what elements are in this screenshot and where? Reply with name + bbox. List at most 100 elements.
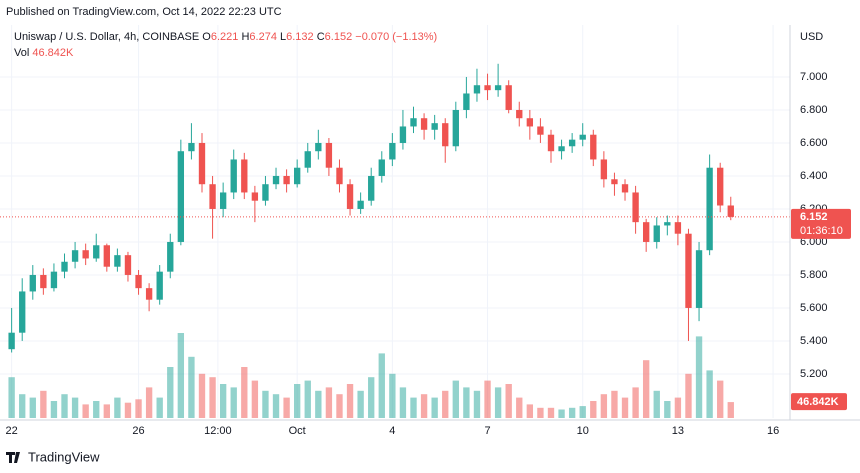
high-label: H bbox=[241, 31, 249, 43]
price-label: 6.152 bbox=[800, 211, 828, 223]
volume-bar bbox=[664, 401, 671, 418]
volume-bar bbox=[156, 397, 163, 418]
candle-body bbox=[8, 332, 15, 350]
symbol: Uniswap / U.S. Dollar, 4h, COINBASE bbox=[14, 31, 199, 43]
candle-body bbox=[336, 167, 343, 185]
candle-body bbox=[368, 175, 375, 201]
candle-body bbox=[61, 261, 68, 272]
y-tick-label: 7.000 bbox=[800, 71, 828, 83]
x-tick-label: 12:00 bbox=[204, 425, 232, 437]
candle-body bbox=[219, 192, 227, 209]
volume-bar bbox=[674, 397, 682, 418]
volume-bar bbox=[547, 407, 555, 418]
volume-bar bbox=[251, 380, 259, 418]
volume-bar bbox=[357, 390, 364, 418]
price-label-box bbox=[791, 208, 851, 239]
candle-body bbox=[378, 159, 385, 176]
volume-bar bbox=[389, 373, 396, 418]
logo-text: TradingView bbox=[28, 449, 100, 464]
candle-body bbox=[590, 134, 597, 160]
volume-bar bbox=[568, 407, 576, 418]
x-tick-label: 16 bbox=[767, 425, 779, 437]
candle-body bbox=[135, 274, 142, 289]
volume-bar bbox=[378, 353, 385, 418]
candle-body bbox=[103, 245, 110, 267]
candle-body bbox=[664, 222, 671, 226]
volume-bar bbox=[71, 397, 79, 418]
countdown: 01:36:10 bbox=[800, 225, 843, 237]
candle-body bbox=[325, 142, 333, 168]
candle-body bbox=[653, 225, 660, 242]
candle-body bbox=[632, 192, 639, 223]
volume-bar bbox=[484, 380, 491, 418]
candle-body bbox=[410, 118, 417, 127]
candle-body bbox=[19, 291, 26, 333]
y-tick-label: 5.800 bbox=[800, 269, 828, 281]
candle-body bbox=[167, 241, 174, 272]
volume-bar bbox=[135, 399, 142, 418]
candle-body bbox=[188, 142, 195, 152]
volume-bar bbox=[198, 373, 206, 418]
candle-body bbox=[262, 184, 269, 201]
candle-body bbox=[717, 167, 724, 206]
volume-legend: Vol 46.842K bbox=[14, 47, 74, 59]
y-tick-label: 5.600 bbox=[800, 302, 828, 314]
candle-body bbox=[611, 179, 618, 185]
volume-pane bbox=[8, 333, 734, 418]
volume-bar bbox=[283, 397, 290, 418]
candle-body bbox=[516, 109, 523, 119]
candle-body bbox=[209, 184, 216, 209]
volume-bar bbox=[706, 370, 713, 418]
candle-body bbox=[156, 271, 163, 300]
candle-body bbox=[674, 222, 682, 234]
candle-body bbox=[621, 184, 629, 193]
volume-label-box bbox=[791, 393, 847, 411]
volume-bar bbox=[558, 409, 565, 418]
volume-bar bbox=[262, 390, 269, 418]
candle-body bbox=[29, 274, 36, 292]
volume-bar bbox=[8, 377, 15, 418]
volume-bar bbox=[399, 387, 407, 418]
candle-body bbox=[452, 109, 459, 147]
candle-body bbox=[40, 274, 47, 289]
x-tick-label: 7 bbox=[484, 425, 490, 437]
candle-body bbox=[642, 222, 650, 242]
candle-body bbox=[283, 175, 290, 185]
volume-bar bbox=[642, 360, 650, 418]
open-label: O bbox=[202, 31, 211, 43]
volume-bar bbox=[93, 401, 100, 418]
volume-title: Vol bbox=[14, 47, 29, 59]
open-value: 6.221 bbox=[211, 31, 239, 43]
volume-bar bbox=[494, 387, 502, 418]
x-tick-label: Oct bbox=[289, 425, 306, 437]
candle-body bbox=[251, 192, 259, 201]
candle-body bbox=[346, 184, 354, 209]
candle-body bbox=[198, 142, 206, 185]
volume-bar bbox=[516, 397, 523, 418]
logo: TradingView bbox=[6, 449, 100, 464]
candle-body bbox=[526, 118, 534, 127]
volume-bar bbox=[177, 333, 185, 418]
candle-body bbox=[727, 205, 734, 217]
price-pane bbox=[0, 63, 790, 353]
volume-bar bbox=[590, 401, 597, 418]
currency: USD bbox=[800, 31, 823, 43]
candle-body bbox=[537, 126, 544, 135]
y-tick-label: 5.400 bbox=[800, 335, 828, 347]
volume-bar bbox=[463, 387, 470, 418]
volume-bar bbox=[685, 373, 692, 418]
volume-bar bbox=[325, 387, 333, 418]
volume-bar bbox=[653, 390, 660, 418]
candle-body bbox=[294, 167, 301, 185]
candle-body bbox=[579, 134, 586, 140]
volume-bar bbox=[632, 387, 639, 418]
candle-body bbox=[399, 126, 407, 143]
volume-bar bbox=[304, 380, 311, 418]
candle-body bbox=[706, 167, 713, 251]
volume-bar bbox=[473, 390, 481, 418]
volume-bar bbox=[717, 380, 724, 418]
volume-bar bbox=[294, 384, 301, 418]
candle-body bbox=[82, 250, 89, 259]
